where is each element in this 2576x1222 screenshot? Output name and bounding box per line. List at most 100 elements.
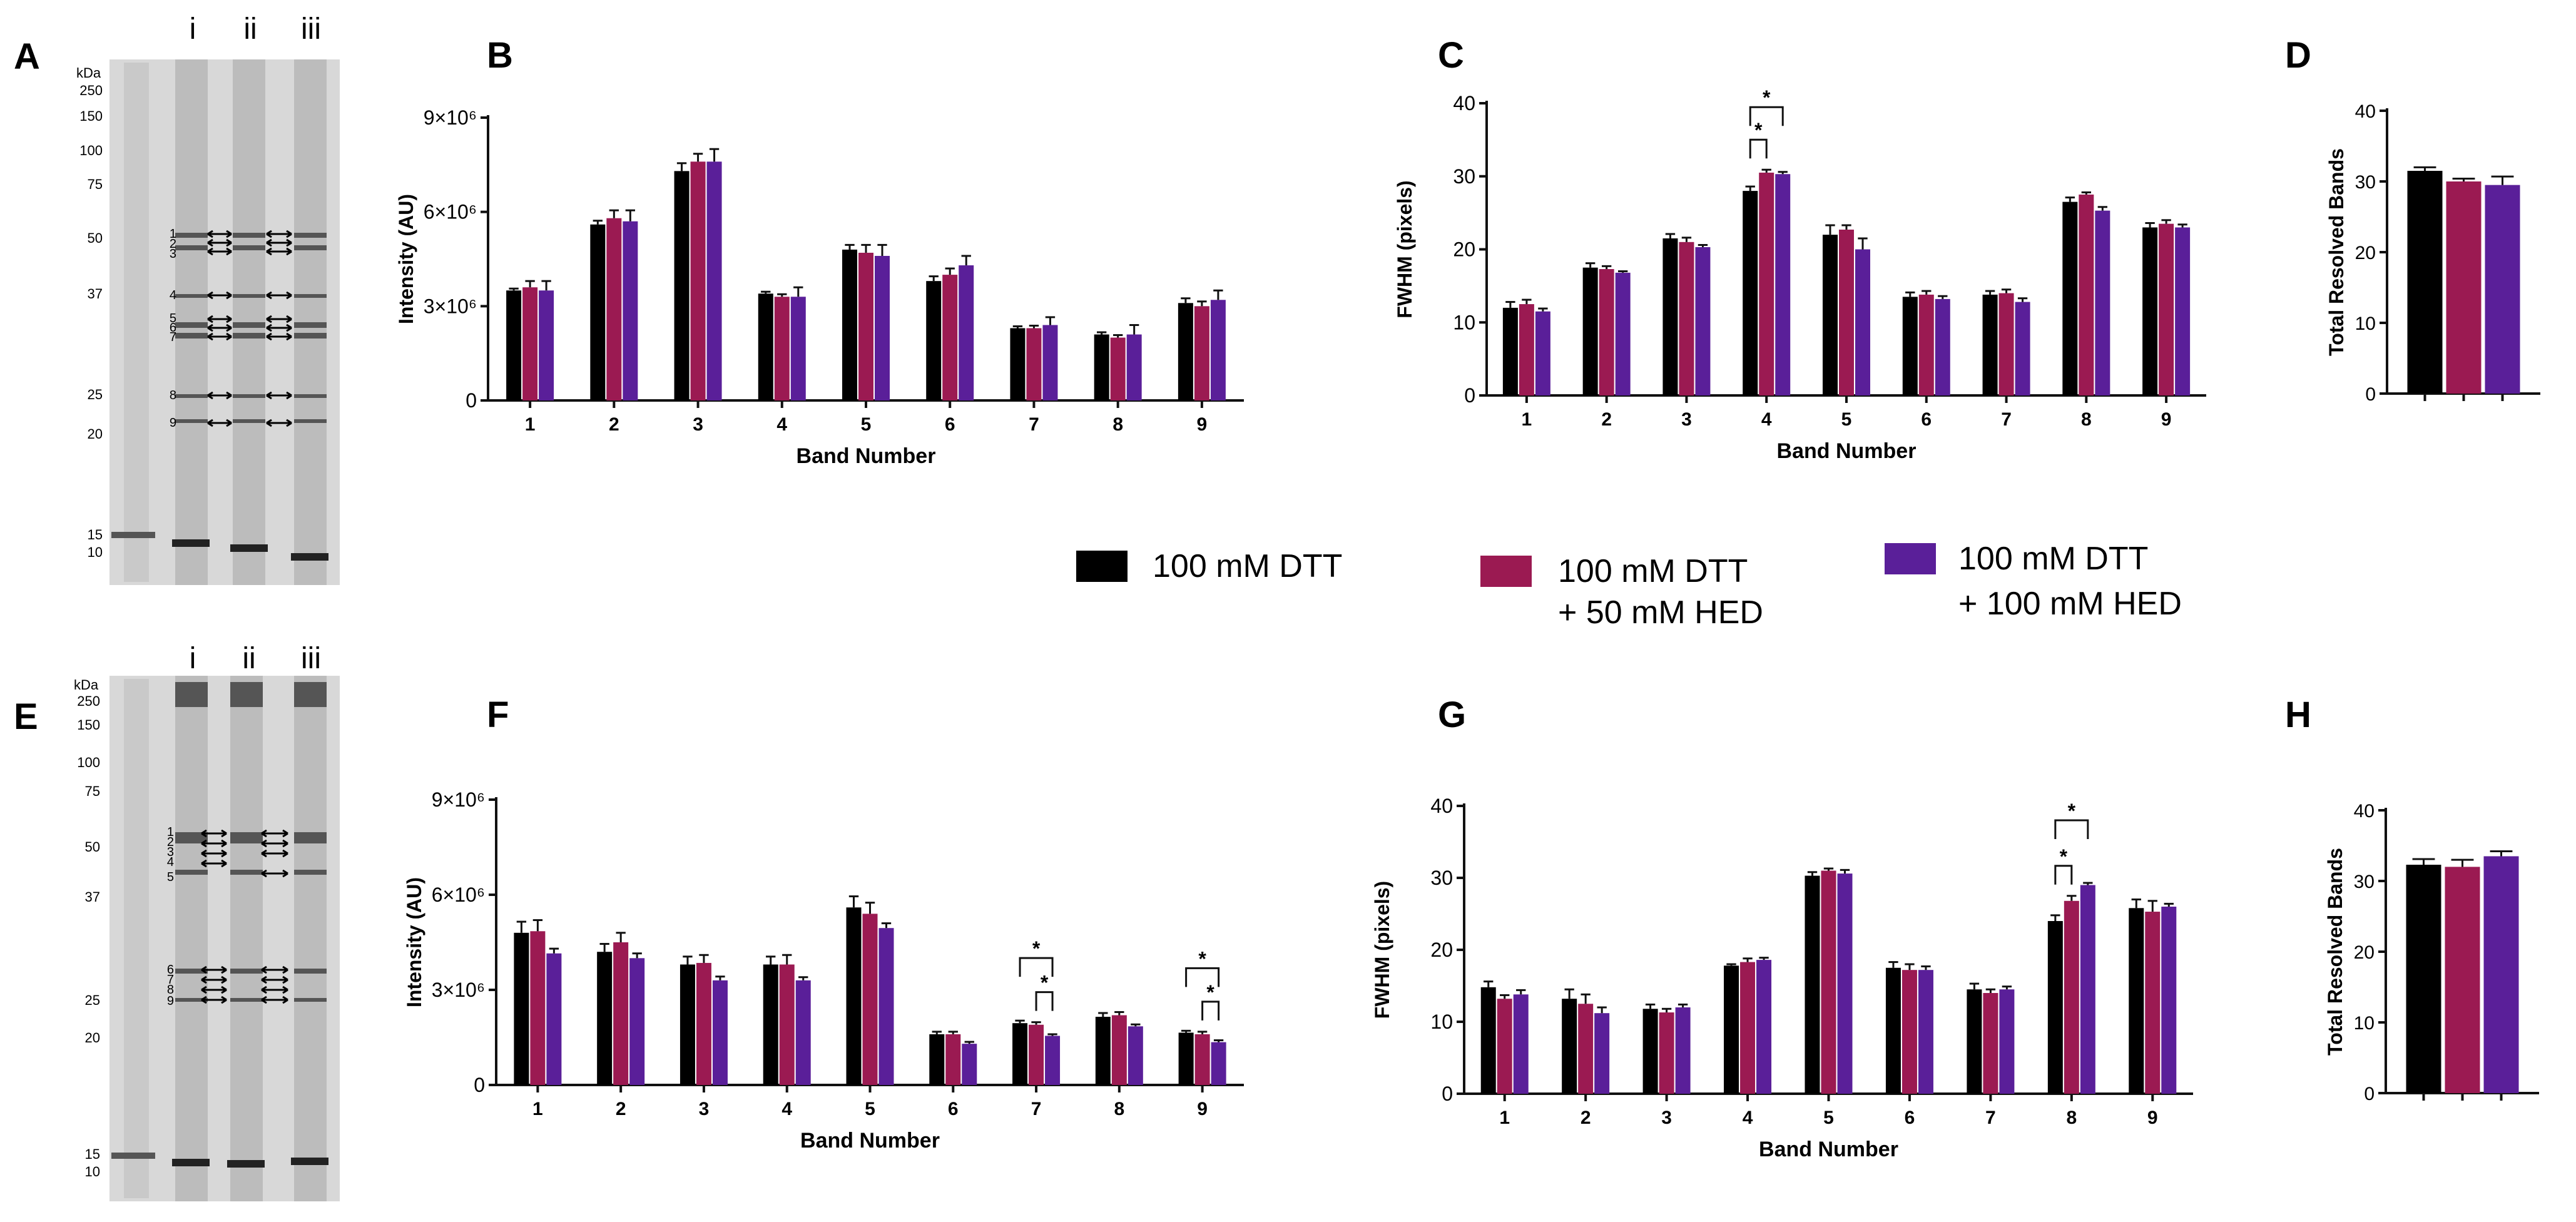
ladder-label: 25 — [88, 387, 103, 402]
bar — [1724, 965, 1739, 1094]
x-tick-label: 1 — [1522, 409, 1532, 430]
x-axis-title: Band Number — [800, 1129, 940, 1153]
band-number: 9 — [167, 994, 174, 1008]
band-number: 8 — [167, 983, 174, 997]
bar — [1042, 325, 1058, 400]
ladder-label: 75 — [85, 783, 100, 799]
bar — [1695, 247, 1711, 395]
ladder-label: 250 — [77, 693, 100, 709]
lane-label-ii: ii — [242, 642, 255, 675]
bar — [1839, 229, 1854, 395]
x-tick-label: 9 — [2147, 1107, 2158, 1128]
y-tick-label: 0 — [2365, 384, 2376, 405]
bar — [1759, 172, 1774, 395]
y-tick-label: 30 — [1453, 165, 1475, 188]
x-tick-label: 4 — [1761, 409, 1772, 430]
y-tick-label: 9×10⁶ — [432, 788, 485, 811]
band-number: 7 — [167, 973, 174, 987]
gel-lane-ii-e — [230, 676, 263, 1201]
band-number: 6 — [167, 963, 174, 977]
y-tick-label: 6×10⁶ — [424, 201, 477, 223]
y-tick-label: 20 — [2354, 942, 2375, 963]
x-tick-label: 4 — [776, 414, 787, 435]
bar — [1821, 870, 1836, 1094]
bar — [2407, 171, 2443, 394]
bar — [1535, 311, 1550, 395]
gel-kda-header-a: kDa — [76, 65, 101, 81]
band-number: 3 — [167, 845, 174, 859]
band-number: 9 — [170, 416, 176, 430]
x-tick-label: 4 — [1743, 1107, 1753, 1128]
band-number: 1 — [167, 825, 174, 839]
x-tick-label: 3 — [693, 414, 703, 435]
bar — [1885, 967, 1901, 1094]
bar — [1901, 970, 1917, 1094]
gel-ladder-lane-e — [124, 679, 149, 1198]
significance-star: * — [1763, 86, 1771, 109]
bar — [1578, 1004, 1594, 1094]
bar — [2161, 907, 2177, 1094]
y-tick-label: 40 — [2355, 101, 2376, 122]
x-axis-title: Band Number — [1759, 1138, 1898, 1161]
x-tick-label: 8 — [2081, 409, 2092, 430]
bar — [1519, 304, 1534, 395]
bar — [2406, 865, 2441, 1093]
bar — [1918, 970, 1933, 1094]
x-tick-label: 7 — [1031, 1099, 1042, 1119]
significance-star: * — [2068, 800, 2076, 822]
bar — [1010, 328, 1026, 400]
ladder-label: 37 — [88, 286, 103, 302]
bar — [1918, 294, 1934, 395]
y-tick-label: 0 — [2364, 1084, 2375, 1104]
legend: 100 mM DTT 100 mM DTT + 50 mM HED 100 mM… — [1076, 541, 2182, 631]
legend-swatch-dtt-hed50 — [1480, 556, 1532, 587]
ladder-label: 250 — [79, 83, 103, 98]
y-tick-label: 40 — [1430, 795, 1453, 817]
bar — [962, 1044, 977, 1085]
x-tick-label: 8 — [1112, 414, 1123, 435]
significance-star: * — [2060, 845, 2068, 868]
band-number: 1 — [170, 227, 176, 241]
bar — [597, 952, 613, 1085]
legend-swatch-dtt-hed100 — [1885, 543, 1936, 574]
bar — [1967, 989, 1982, 1094]
band-number: 6 — [170, 321, 176, 335]
bar — [774, 297, 790, 400]
bar — [522, 287, 538, 400]
gel-ladder-lane-a — [124, 63, 149, 582]
panel-letter: H — [2285, 695, 2311, 735]
bar — [1998, 293, 2014, 395]
bar — [929, 1034, 945, 1085]
ladder-label: 100 — [77, 755, 100, 770]
gel-lane-i-e — [175, 676, 208, 1201]
band-number: 2 — [167, 835, 174, 849]
x-tick-label: 3 — [1661, 1107, 1672, 1128]
y-tick-label: 6×10⁶ — [432, 883, 485, 906]
y-tick-label: 40 — [1453, 92, 1475, 115]
x-tick-label: 6 — [1921, 409, 1932, 430]
x-tick-label: 8 — [1114, 1099, 1124, 1119]
ladder-label: 50 — [88, 230, 103, 246]
y-tick-label: 0 — [474, 1074, 485, 1096]
band-number: 5 — [167, 870, 174, 884]
band-number: 8 — [170, 389, 176, 402]
bar — [2142, 227, 2158, 395]
panel-letter: C — [1438, 35, 1464, 76]
bar — [1513, 994, 1529, 1094]
gel-bands-e — [111, 682, 328, 1168]
bar — [1480, 987, 1496, 1094]
bar — [606, 218, 622, 400]
ladder-label: 10 — [85, 1164, 100, 1179]
x-tick-label: 2 — [1581, 1107, 1591, 1128]
bar — [1194, 306, 1209, 400]
band-number: 2 — [170, 237, 176, 251]
bar — [1594, 1013, 1610, 1094]
bar — [1094, 334, 1109, 400]
bar — [942, 275, 958, 400]
gel-band-numbers-a: 1 2 3 4 5 6 7 8 9 — [170, 227, 176, 430]
significance-bracket — [2054, 819, 2089, 840]
bar — [2145, 912, 2161, 1094]
x-tick-label: 1 — [1499, 1107, 1510, 1128]
bar — [959, 265, 974, 400]
x-tick-label: 7 — [1985, 1107, 1996, 1128]
